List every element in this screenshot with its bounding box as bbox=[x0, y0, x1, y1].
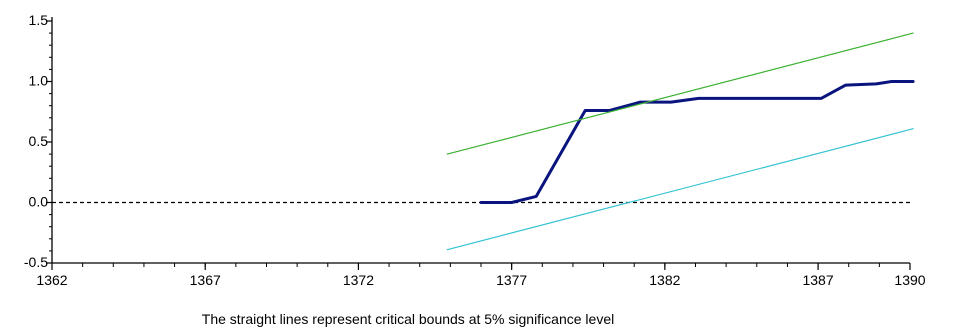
upper-bound-series-line bbox=[446, 32, 914, 155]
lower-bound-series-line bbox=[446, 128, 914, 251]
x-tick-label: 1382 bbox=[649, 272, 680, 288]
y-tick-label: 0.5 bbox=[29, 133, 49, 149]
x-tick-label: 1362 bbox=[36, 272, 67, 288]
y-tick-label: -0.5 bbox=[24, 254, 48, 270]
y-tick-label: 1.5 bbox=[29, 12, 49, 28]
x-tick-label: 1390 bbox=[894, 272, 925, 288]
y-tick-label: 0.0 bbox=[29, 194, 49, 210]
x-tick-label: 1372 bbox=[343, 272, 374, 288]
tick-labels-group: 1.5 1.0 0.5 0.0 -0.5 1362 1367 1372 1377 1382 1387… bbox=[24, 12, 926, 288]
statistic-series-line bbox=[479, 80, 915, 204]
y-tick-label: 1.0 bbox=[29, 73, 49, 89]
x-tick-label: 1367 bbox=[190, 272, 221, 288]
axes-group bbox=[46, 17, 911, 270]
x-tick-label: 1377 bbox=[496, 272, 527, 288]
x-tick-label: 1387 bbox=[802, 272, 833, 288]
series-group bbox=[52, 32, 915, 251]
chart-caption: The straight lines represent critical bo… bbox=[202, 311, 614, 327]
